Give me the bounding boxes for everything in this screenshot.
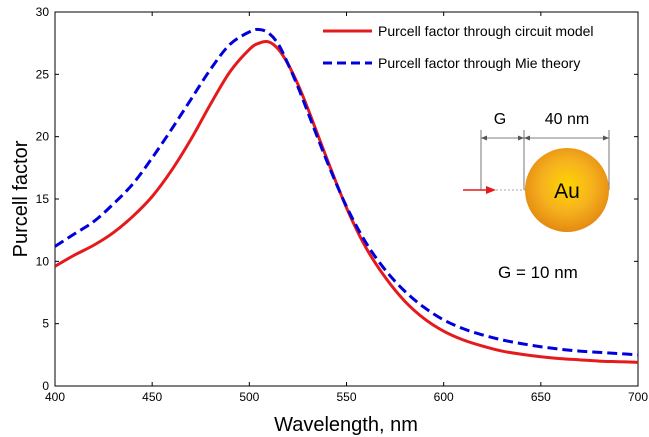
axis-ticks: 400 450 500 550 600 650 700 0 5 10 15 20 25 30 [36, 5, 649, 404]
gap-value-annotation: G = 10 nm [498, 263, 578, 282]
x-tick-label: 500 [239, 390, 259, 404]
legend: Purcell factor through circuit model Pur… [323, 23, 594, 71]
particle-label: Au [554, 180, 580, 203]
gap-arrowhead-right [518, 135, 524, 141]
x-tick-label: 400 [45, 390, 65, 404]
x-tick-label: 600 [434, 390, 454, 404]
y-tick-label: 25 [36, 67, 50, 81]
legend-label-circuit-model: Purcell factor through circuit model [378, 23, 594, 39]
x-tick-label: 650 [531, 390, 551, 404]
y-tick-label: 30 [36, 5, 50, 19]
diameter-label: 40 nm [545, 111, 589, 128]
x-axis-label: Wavelength, nm [274, 414, 418, 436]
diameter-arrowhead-right [603, 135, 609, 141]
x-tick-label: 550 [336, 390, 356, 404]
series-lines [55, 27, 638, 364]
diameter-arrowhead-left [524, 135, 530, 141]
dipole-arrowhead [486, 186, 496, 194]
y-tick-label: 5 [42, 317, 49, 331]
x-tick-label: 450 [142, 390, 162, 404]
y-axis-label: Purcell factor [10, 140, 32, 257]
gap-arrowhead-left [481, 135, 487, 141]
gold-nanoparticle [525, 148, 609, 232]
y-tick-label: 15 [36, 192, 50, 206]
legend-label-mie-theory: Purcell factor through Mie theory [378, 55, 580, 71]
gap-label: G [494, 111, 506, 128]
y-tick-label: 20 [36, 130, 50, 144]
x-tick-label: 700 [628, 390, 648, 404]
y-tick-label: 10 [36, 254, 50, 268]
inset-schematic: G 40 nm Au [463, 111, 610, 232]
y-tick-label: 0 [42, 379, 49, 393]
series-line-mie-theory [55, 27, 638, 357]
